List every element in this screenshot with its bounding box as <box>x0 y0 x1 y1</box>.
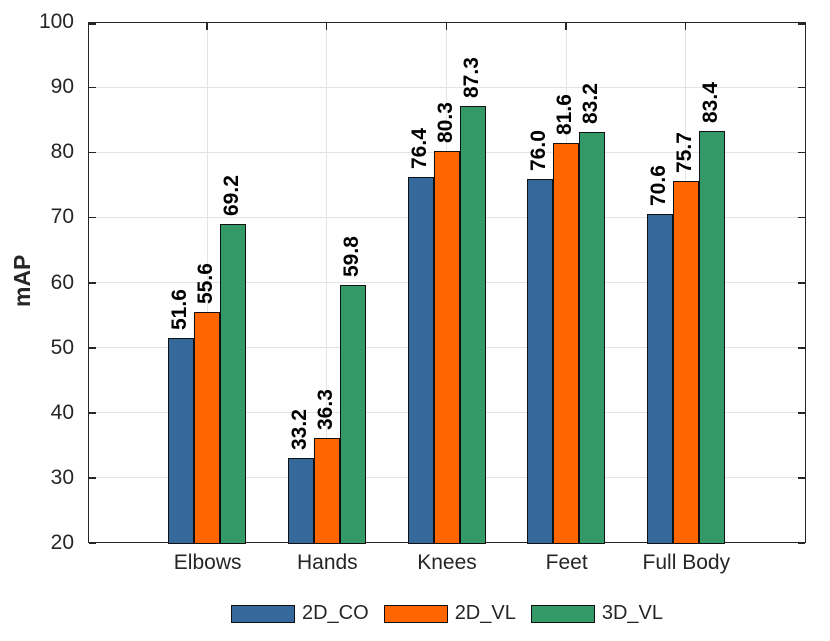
bar-value-label-elbows-2d_co: 51.6 <box>168 289 192 331</box>
bar-elbows-3d_vl <box>220 223 247 544</box>
legend-label-2d_vl: 2D_VL <box>454 602 516 624</box>
x-tick-label-feet: Feet <box>545 551 588 574</box>
y-tick-right <box>798 282 805 284</box>
legend-swatch-2d_vl <box>383 604 448 623</box>
y-tick-label-20: 20 <box>50 531 74 554</box>
y-tick-label-40: 40 <box>50 400 74 424</box>
bar-value-label-knees-2d_vl: 80.3 <box>433 102 457 144</box>
bar-value-label-hands-3d_vl: 59.8 <box>339 235 363 277</box>
legend-label-2d_co: 2D_CO <box>301 602 369 624</box>
y-tick-left <box>89 347 96 349</box>
legend-item-3d_vl: 3D_VL <box>530 602 663 625</box>
gridline-vertical <box>326 23 328 542</box>
bar-hands-2d_co <box>287 458 314 544</box>
y-tick-label-100: 100 <box>38 10 74 33</box>
x-tick-top <box>565 23 567 30</box>
x-tick-top <box>325 23 328 30</box>
bar-value-label-knees-2d_co: 76.4 <box>407 127 431 169</box>
bar-full-body-2d_co <box>646 214 673 544</box>
y-tick-left <box>89 412 96 414</box>
y-tick-label-90: 90 <box>50 75 74 99</box>
y-tick-left <box>89 23 96 25</box>
bar-value-label-full-body-2d_co: 70.6 <box>646 165 670 207</box>
bar-hands-2d_vl <box>313 437 340 544</box>
bar-value-label-hands-2d_co: 33.2 <box>287 409 311 451</box>
x-tick-label-full-body: Full Body <box>642 551 731 574</box>
bar-feet-2d_vl <box>553 142 580 544</box>
x-tick-label-hands: Hands <box>296 551 358 574</box>
y-tick-right <box>798 216 805 219</box>
gridline-horizontal <box>89 86 805 88</box>
plot-area <box>88 22 806 544</box>
bar-value-label-feet-2d_co: 76.0 <box>527 130 551 172</box>
bar-hands-3d_vl <box>339 284 366 544</box>
y-tick-label-80: 80 <box>50 140 74 164</box>
bar-value-label-elbows-2d_vl: 55.6 <box>194 263 218 305</box>
bar-knees-2d_vl <box>433 151 460 544</box>
y-tick-right <box>798 347 805 349</box>
legend-label-3d_vl: 3D_VL <box>601 602 663 624</box>
bar-knees-2d_co <box>407 176 434 544</box>
bar-feet-2d_co <box>527 179 554 544</box>
bar-value-label-hands-2d_vl: 36.3 <box>313 388 337 430</box>
y-tick-label-50: 50 <box>50 335 74 359</box>
y-tick-left <box>89 282 96 284</box>
y-tick-label-70: 70 <box>50 205 74 229</box>
legend-swatch-2d_co <box>230 604 295 623</box>
y-tick-label-60: 60 <box>50 270 74 294</box>
bar-elbows-2d_co <box>168 338 195 544</box>
y-tick-label-30: 30 <box>50 465 74 489</box>
y-tick-left <box>89 542 96 544</box>
legend-swatch-3d_vl <box>530 604 595 623</box>
y-tick-right <box>798 151 805 154</box>
legend-item-2d_co: 2D_CO <box>230 602 369 625</box>
bar-value-label-feet-2d_vl: 81.6 <box>553 93 577 135</box>
y-tick-right <box>798 477 805 479</box>
bar-full-body-3d_vl <box>698 131 725 544</box>
x-tick-label-knees: Knees <box>417 551 477 574</box>
y-tick-right <box>798 542 805 544</box>
bar-knees-3d_vl <box>459 105 486 544</box>
bar-elbows-2d_vl <box>194 312 221 544</box>
bar-feet-3d_vl <box>579 132 606 544</box>
x-tick-top <box>445 23 447 30</box>
bar-value-label-full-body-2d_vl: 75.7 <box>672 132 696 174</box>
x-tick-top <box>684 23 687 30</box>
bar-value-label-full-body-3d_vl: 83.4 <box>698 82 722 124</box>
gridline-vertical <box>206 23 208 542</box>
legend: 2D_CO 2D_VL 3D_VL <box>88 602 806 625</box>
legend-item-2d_vl: 2D_VL <box>383 602 516 625</box>
y-tick-left <box>89 216 96 219</box>
y-tick-left <box>89 151 96 154</box>
bar-value-label-elbows-3d_vl: 69.2 <box>220 174 244 216</box>
y-tick-right <box>798 412 805 414</box>
x-tick-top <box>206 23 208 30</box>
y-tick-left <box>89 477 96 479</box>
x-tick-label-elbows: Elbows <box>173 551 242 574</box>
y-tick-right <box>798 86 805 89</box>
bar-value-label-feet-3d_vl: 83.2 <box>579 83 603 125</box>
bar-full-body-2d_vl <box>672 181 699 544</box>
y-tick-right <box>798 23 805 25</box>
bar-value-label-knees-3d_vl: 87.3 <box>459 56 483 98</box>
y-tick-left <box>89 86 96 89</box>
